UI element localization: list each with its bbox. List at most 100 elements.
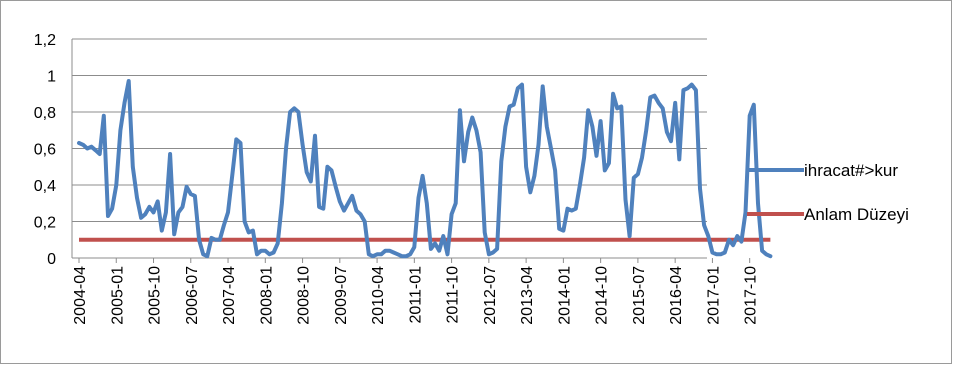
- data-point: [326, 165, 329, 168]
- data-point: [127, 79, 130, 82]
- data-point: [405, 255, 408, 258]
- data-point: [541, 85, 544, 88]
- data-point: [657, 101, 660, 104]
- data-point: [301, 143, 304, 146]
- data-point: [276, 242, 279, 245]
- data-point: [640, 156, 643, 159]
- data-point: [185, 185, 188, 188]
- data-point: [669, 140, 672, 143]
- data-point: [727, 238, 730, 241]
- data-point: [682, 89, 685, 92]
- y-axis-ticks: 00,20,40,60,811,2: [34, 32, 56, 268]
- data-point: [583, 156, 586, 159]
- data-point: [264, 249, 267, 252]
- data-point: [177, 211, 180, 214]
- x-tick-label: 2007-04: [221, 266, 238, 325]
- x-axis-ticks: 2004-04 2005-01 2005-10 2006-07 2007-04 2008-…: [72, 258, 760, 325]
- data-point: [160, 229, 163, 232]
- data-point: [309, 180, 312, 183]
- series-ihracat-kur-line: [79, 81, 770, 256]
- data-point: [363, 220, 366, 223]
- x-tick-label: 2017-01: [705, 266, 722, 325]
- data-point: [342, 209, 345, 212]
- data-point: [243, 220, 246, 223]
- data-point: [347, 202, 350, 205]
- data-point: [736, 235, 739, 238]
- x-tick-label: 2012-07: [482, 266, 499, 325]
- x-tick-label: 2014-10: [594, 266, 611, 325]
- data-point: [698, 187, 701, 190]
- data-point: [297, 110, 300, 113]
- data-point: [94, 149, 97, 152]
- data-point: [102, 114, 105, 117]
- data-point: [417, 196, 420, 199]
- data-point: [471, 116, 474, 119]
- data-point: [653, 94, 656, 97]
- data-point: [707, 235, 710, 238]
- data-point: [566, 207, 569, 210]
- data-point: [98, 152, 101, 155]
- data-point: [661, 107, 664, 110]
- data-point: [106, 214, 109, 217]
- data-point: [396, 253, 399, 256]
- data-point: [537, 143, 540, 146]
- x-tick-label: 2017-10: [743, 266, 760, 325]
- data-point: [251, 229, 254, 232]
- data-point: [330, 169, 333, 172]
- data-point: [686, 87, 689, 90]
- x-tick-label: 2014-01: [556, 266, 573, 325]
- x-tick-label: 2011-01: [407, 266, 424, 324]
- data-point: [322, 207, 325, 210]
- data-point: [351, 194, 354, 197]
- data-point: [711, 251, 714, 254]
- legend-label: Anlam Düzeyi: [804, 205, 909, 224]
- data-point: [723, 251, 726, 254]
- data-point: [694, 89, 697, 92]
- data-point: [90, 145, 93, 148]
- data-point: [520, 83, 523, 86]
- data-point: [479, 151, 482, 154]
- data-point: [446, 253, 449, 256]
- data-point: [355, 209, 358, 212]
- data-point: [144, 213, 147, 216]
- data-point: [189, 193, 192, 196]
- data-point: [210, 236, 213, 239]
- x-tick-label: 2016-04: [668, 266, 685, 325]
- data-point: [305, 171, 308, 174]
- data-point: [624, 198, 627, 201]
- data-point: [169, 152, 172, 155]
- data-point: [429, 247, 432, 250]
- data-point: [508, 105, 511, 108]
- data-point: [131, 165, 134, 168]
- data-point: [115, 183, 118, 186]
- data-point: [214, 238, 217, 241]
- data-point: [549, 147, 552, 150]
- data-point: [529, 191, 532, 194]
- data-point: [769, 255, 772, 258]
- data-point: [715, 253, 718, 256]
- data-point: [458, 109, 461, 112]
- data-point: [599, 120, 602, 123]
- data-point: [400, 255, 403, 258]
- data-point: [500, 160, 503, 163]
- data-point: [616, 107, 619, 110]
- data-point: [376, 253, 379, 256]
- data-point: [338, 200, 341, 203]
- data-point: [496, 247, 499, 250]
- data-point: [421, 174, 424, 177]
- data-point: [371, 255, 374, 258]
- data-point: [690, 83, 693, 86]
- data-point: [665, 131, 668, 134]
- data-point: [272, 251, 275, 254]
- data-point: [239, 141, 242, 144]
- x-tick-label: 2010-04: [370, 266, 387, 325]
- data-point: [148, 205, 151, 208]
- data-point: [438, 249, 441, 252]
- data-point: [591, 125, 594, 128]
- data-point: [425, 202, 428, 205]
- data-point: [504, 125, 507, 128]
- data-point: [732, 244, 735, 247]
- data-point: [740, 240, 743, 243]
- data-point: [628, 235, 631, 238]
